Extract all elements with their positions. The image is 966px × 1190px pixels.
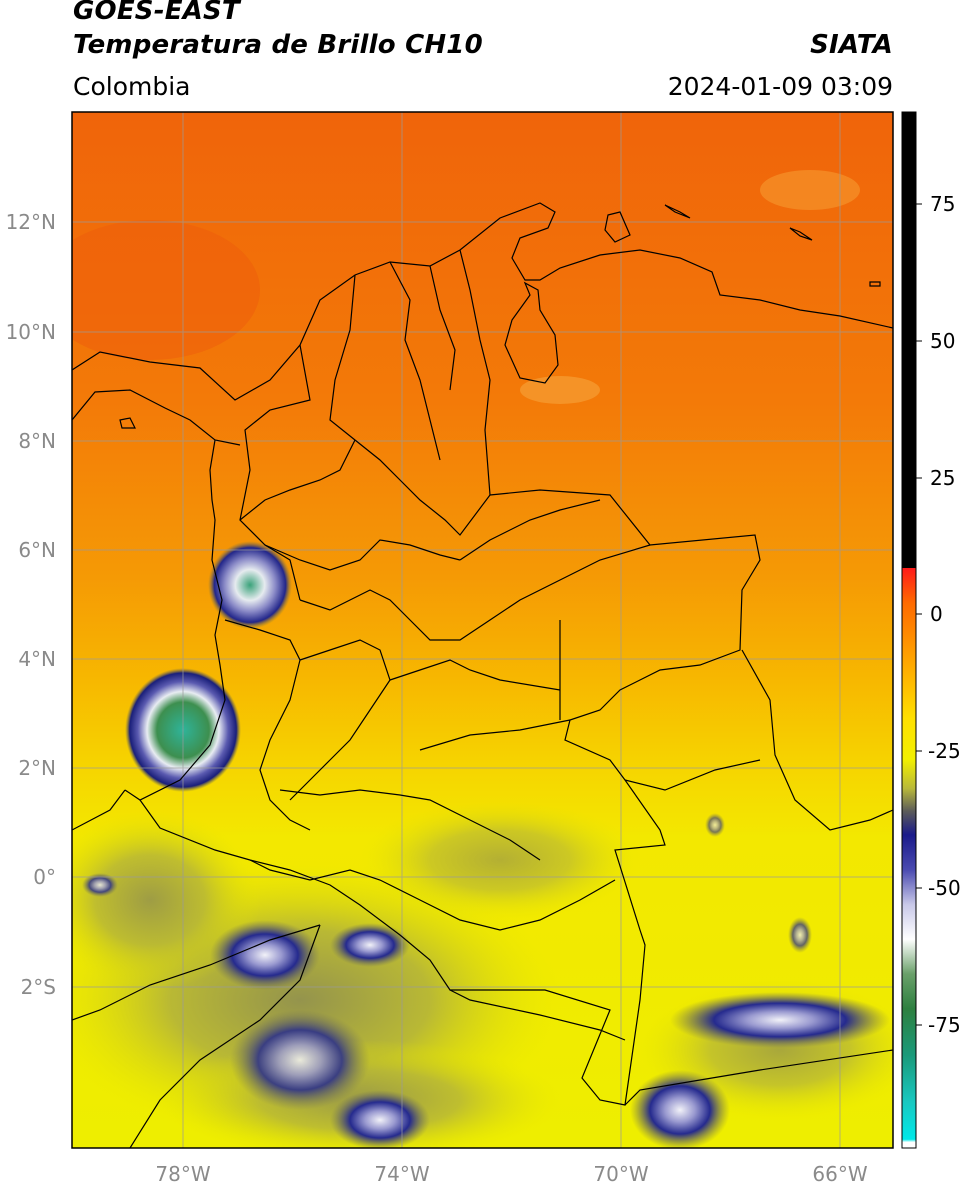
political-borders — [72, 202, 893, 1148]
lon-label: 70°W — [593, 1162, 648, 1186]
lon-labels: 78°W 74°W 70°W 66°W — [155, 1162, 867, 1186]
colorbar-tick: -50 — [928, 876, 961, 900]
lon-label: 66°W — [812, 1162, 867, 1186]
lat-label: 12°N — [6, 210, 56, 234]
lat-label: 0° — [33, 865, 56, 889]
lat-labels: 12°N 10°N 8°N 6°N 4°N 2°N 0° 2°S — [6, 210, 56, 999]
lat-label: 8°N — [18, 429, 56, 453]
colorbar-gradient — [902, 568, 916, 1148]
region-label: Colombia — [73, 72, 191, 101]
colorbar-frame — [901, 111, 917, 1149]
map-frame — [71, 111, 894, 1149]
colorbar-tick: -25 — [928, 739, 961, 763]
lat-label: 2°N — [18, 756, 56, 780]
lon-label: 74°W — [374, 1162, 429, 1186]
colorbar-black-band — [902, 112, 916, 568]
colorbar-tick: 0 — [930, 602, 943, 626]
lat-label: 10°N — [6, 320, 56, 344]
colorbar-tick: -75 — [928, 1013, 961, 1037]
colorbar-tick: 75 — [930, 192, 955, 216]
lat-label: 6°N — [18, 538, 56, 562]
graticule — [72, 112, 893, 1148]
lat-label: 2°S — [21, 975, 56, 999]
satellite-image — [72, 112, 893, 1148]
lat-label: 4°N — [18, 647, 56, 671]
colorbar-tick: 25 — [930, 466, 955, 490]
datetime-label: 2024-01-09 03:09 — [667, 72, 893, 101]
lon-label: 78°W — [155, 1162, 210, 1186]
colorbar: 75 50 25 0 -25 -50 -75 — [901, 111, 961, 1149]
colorbar-tick: 50 — [930, 329, 955, 353]
title-satellite: GOES-EAST — [73, 0, 240, 26]
agency-label: SIATA — [810, 30, 893, 60]
title-product: Temperatura de Brillo CH10 — [73, 30, 483, 60]
